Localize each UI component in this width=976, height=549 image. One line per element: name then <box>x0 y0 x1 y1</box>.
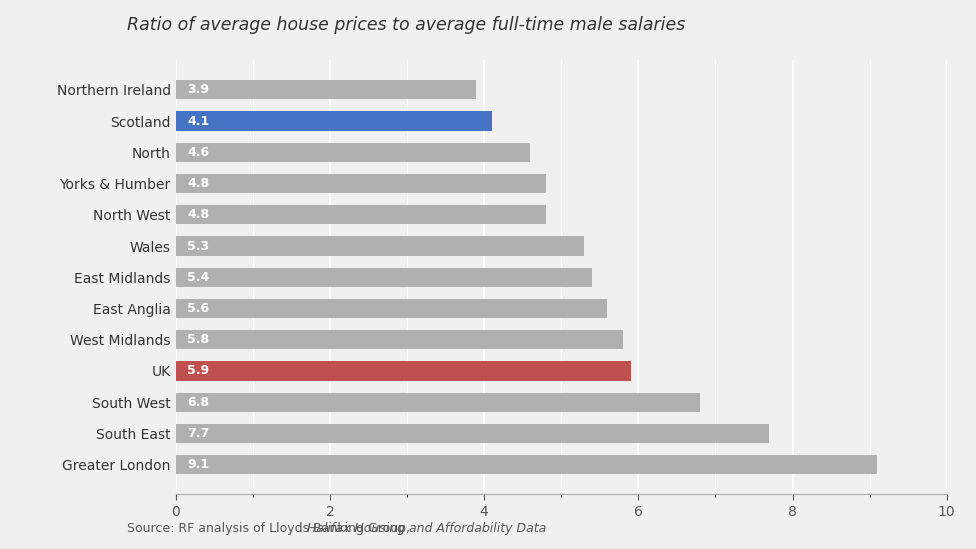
Text: 5.9: 5.9 <box>187 365 210 378</box>
Text: 7.7: 7.7 <box>187 427 210 440</box>
Bar <box>176 330 623 349</box>
Bar <box>176 455 877 474</box>
Bar <box>176 205 546 225</box>
Text: Ratio of average house prices to average full-time male salaries: Ratio of average house prices to average… <box>127 16 685 35</box>
Bar <box>176 143 530 162</box>
Bar <box>176 393 700 412</box>
Bar <box>176 299 607 318</box>
Bar <box>176 174 546 193</box>
Text: 5.8: 5.8 <box>187 333 210 346</box>
Text: 4.8: 4.8 <box>187 177 210 190</box>
Text: 6.8: 6.8 <box>187 396 209 408</box>
Text: 4.6: 4.6 <box>187 146 210 159</box>
Text: 4.1: 4.1 <box>187 115 210 127</box>
Text: 9.1: 9.1 <box>187 458 210 471</box>
Text: Source: RF analysis of Lloyds Banking Group,: Source: RF analysis of Lloyds Banking Gr… <box>127 522 414 535</box>
Bar <box>176 424 769 443</box>
Text: Halifax Housing and Affordability Data: Halifax Housing and Affordability Data <box>127 522 547 535</box>
Text: 5.6: 5.6 <box>187 302 210 315</box>
Bar <box>176 111 492 131</box>
Text: 3.9: 3.9 <box>187 83 209 96</box>
Bar <box>176 361 630 380</box>
Text: 4.8: 4.8 <box>187 208 210 221</box>
Text: 5.4: 5.4 <box>187 271 210 284</box>
Bar <box>176 236 585 256</box>
Text: 5.3: 5.3 <box>187 239 210 253</box>
Bar <box>176 80 476 99</box>
Bar <box>176 267 592 287</box>
